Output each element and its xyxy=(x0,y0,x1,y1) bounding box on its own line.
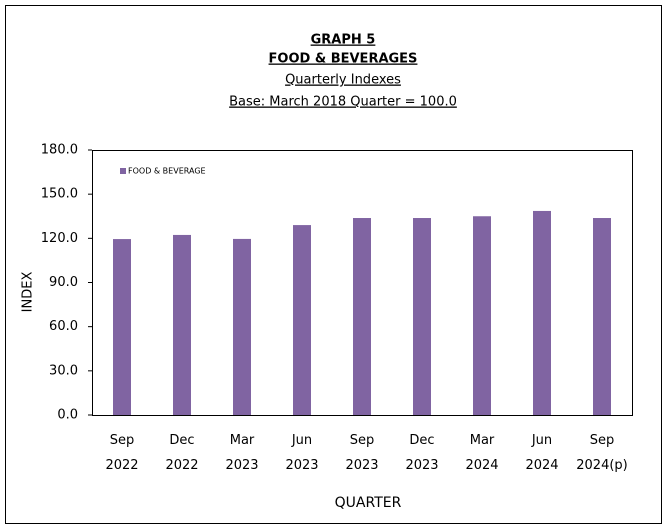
y-tick-label: 30.0 xyxy=(49,363,78,378)
y-axis-label: INDEX xyxy=(21,272,36,313)
bar xyxy=(293,225,311,415)
x-tick-label: Sep 2022 xyxy=(105,433,138,473)
subtitle: FOOD & BEVERAGES xyxy=(269,52,418,67)
x-tick-label: Sep 2024(p) xyxy=(576,433,627,473)
y-tick-label: 150.0 xyxy=(41,187,78,202)
bar xyxy=(173,234,191,415)
x-axis-label: QUARTER xyxy=(335,495,402,511)
x-tick-label: Dec 2023 xyxy=(405,433,438,473)
chart-title: GRAPH 5 xyxy=(311,33,376,48)
legend-label: FOOD & BEVERAGE xyxy=(128,167,206,176)
bar xyxy=(413,218,431,415)
x-tick-label: Jun 2023 xyxy=(285,433,318,473)
x-tick-label: Jun 2024 xyxy=(525,433,558,473)
bar xyxy=(593,218,611,415)
legend-swatch xyxy=(120,168,126,174)
plot-area xyxy=(92,150,633,416)
bar xyxy=(533,210,551,415)
y-tick-label: 120.0 xyxy=(41,231,78,246)
y-tick-label: 0.0 xyxy=(57,408,78,423)
bar xyxy=(353,218,371,415)
subtitle: Quarterly Indexes xyxy=(285,73,401,88)
y-tick-label: 180.0 xyxy=(41,143,78,158)
y-tick-label: 60.0 xyxy=(49,319,78,334)
x-tick-label: Dec 2022 xyxy=(165,433,198,473)
y-tick-label: 90.0 xyxy=(49,275,78,290)
subtitle: Base: March 2018 Quarter = 100.0 xyxy=(229,95,457,110)
x-tick-label: Mar 2024 xyxy=(465,433,498,473)
bar xyxy=(473,216,491,415)
x-tick-label: Mar 2023 xyxy=(225,433,258,473)
bar xyxy=(233,238,251,415)
x-tick-label: Sep 2023 xyxy=(345,433,378,473)
bar xyxy=(113,239,131,415)
